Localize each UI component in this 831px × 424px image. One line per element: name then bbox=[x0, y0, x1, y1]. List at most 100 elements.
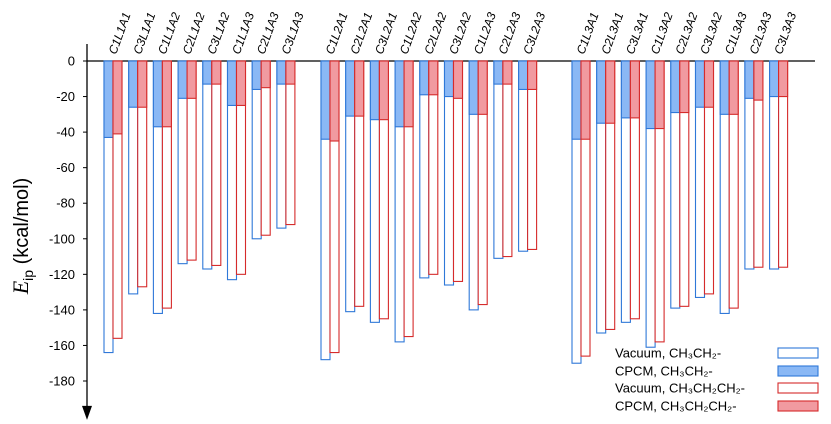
bar-cpcm-propyl bbox=[502, 60, 513, 85]
category-label: C3L3A2 bbox=[697, 10, 725, 56]
bar-vacuum-ethyl bbox=[202, 60, 213, 270]
bar-cpcm-propyl bbox=[112, 60, 123, 135]
legend-swatch-vacuum-propyl bbox=[777, 382, 819, 394]
bar-cpcm-ethyl bbox=[468, 60, 479, 115]
bar-vacuum-propyl bbox=[211, 60, 222, 266]
bar-cpcm-propyl bbox=[728, 60, 739, 115]
bar-cpcm-propyl bbox=[452, 60, 464, 99]
category-label: C2L1A2 bbox=[180, 10, 208, 56]
y-tick-label: -180 bbox=[49, 374, 75, 389]
bar-cpcm-ethyl bbox=[443, 60, 455, 98]
category-label: C3L1A3 bbox=[279, 10, 307, 56]
bar-cpcm-ethyl bbox=[128, 60, 139, 108]
bar-cpcm-ethyl bbox=[103, 60, 114, 138]
y-tick-label: -140 bbox=[49, 302, 75, 317]
bar-cpcm-ethyl bbox=[571, 60, 582, 140]
bar-cpcm-propyl bbox=[235, 60, 247, 106]
category-label: C1L1A1 bbox=[106, 10, 134, 56]
category-label: C3L3A1 bbox=[623, 10, 651, 56]
y-tick-label: 0 bbox=[68, 54, 75, 69]
category-label: C1L1A3 bbox=[229, 10, 257, 56]
bar-cpcm-propyl bbox=[137, 60, 148, 108]
y-tick-label: -60 bbox=[56, 160, 75, 175]
bar-cpcm-ethyl bbox=[419, 60, 430, 96]
bar-cpcm-ethyl bbox=[394, 60, 405, 128]
y-axis-label: Eip (kcal/mol) bbox=[8, 178, 36, 296]
category-label: C2L3A2 bbox=[672, 10, 700, 56]
y-label-subscript: ip bbox=[20, 270, 36, 281]
bar-cpcm-ethyl bbox=[152, 60, 163, 128]
legend-label-cpcm-propyl: CPCM, CH₃CH₂CH₂- bbox=[615, 399, 737, 414]
bar-cpcm-propyl bbox=[605, 60, 616, 124]
bar-cpcm-ethyl bbox=[226, 60, 238, 106]
bar-cpcm-ethyl bbox=[518, 60, 529, 90]
bar-cpcm-ethyl bbox=[620, 60, 631, 119]
bar-cpcm-ethyl bbox=[744, 60, 755, 99]
bar-cpcm-propyl bbox=[285, 60, 296, 85]
bar-cpcm-propyl bbox=[329, 60, 340, 142]
bar-cpcm-ethyl bbox=[251, 60, 262, 90]
bar-cpcm-propyl bbox=[654, 60, 665, 130]
bar-cpcm-ethyl bbox=[670, 60, 681, 114]
legend-swatch-vacuum-ethyl bbox=[777, 347, 819, 359]
legend-label-cpcm-ethyl: CPCM, CH₃CH₂- bbox=[615, 364, 713, 379]
category-label: C3L2A3 bbox=[520, 10, 548, 56]
y-tick-label: -100 bbox=[49, 231, 75, 246]
bar-cpcm-propyl bbox=[679, 60, 690, 114]
bar-cpcm-propyl bbox=[378, 60, 389, 121]
bar-vacuum-ethyl bbox=[276, 60, 287, 229]
bar-cpcm-ethyl bbox=[202, 60, 213, 85]
bar-cpcm-propyl bbox=[629, 60, 640, 119]
y-tick-label: -40 bbox=[56, 125, 75, 140]
category-label: C1L2A3 bbox=[471, 10, 499, 56]
bar-cpcm-ethyl bbox=[645, 60, 656, 130]
bar-cpcm-propyl bbox=[354, 60, 365, 117]
y-tick-label: -160 bbox=[49, 338, 75, 353]
category-labels: C1L1A1C3L1A1C1L1A2C2L1A2C3L1A2C1L1A3C2L1… bbox=[106, 10, 800, 56]
y-label-symbol: E bbox=[8, 280, 33, 295]
legend: Vacuum, CH₃CH₂- CPCM, CH₃CH₂- Vacuum, CH₃C… bbox=[615, 346, 819, 414]
bar-cpcm-propyl bbox=[161, 60, 172, 128]
bar-cpcm-ethyl bbox=[596, 60, 607, 124]
bar-cpcm-ethyl bbox=[694, 60, 706, 108]
bar-cpcm-ethyl bbox=[493, 60, 504, 85]
category-label: C3L1A1 bbox=[130, 10, 158, 56]
category-label: C3L2A1 bbox=[372, 10, 400, 56]
category-label: C2L2A2 bbox=[421, 10, 449, 56]
bar-cpcm-propyl bbox=[260, 60, 271, 89]
y-tick-label: -120 bbox=[49, 267, 75, 282]
bar-cpcm-propyl bbox=[753, 60, 764, 101]
legend-label-vacuum-propyl: Vacuum, CH₃CH₂CH₂- bbox=[615, 381, 745, 396]
bar-cpcm-ethyl bbox=[345, 60, 356, 117]
bar-cpcm-propyl bbox=[527, 60, 538, 90]
bar-cpcm-propyl bbox=[580, 60, 591, 140]
bar-cpcm-propyl bbox=[211, 60, 222, 85]
bar-cpcm-propyl bbox=[403, 60, 414, 128]
bar-cpcm-ethyl bbox=[719, 60, 730, 115]
category-label: C2L3A3 bbox=[747, 10, 775, 56]
bar-cpcm-propyl bbox=[778, 60, 789, 98]
legend-swatch-cpcm-propyl bbox=[777, 400, 819, 412]
bar-cpcm-propyl bbox=[428, 60, 439, 96]
bar-cpcm-ethyl bbox=[320, 60, 331, 140]
category-label: C3L3A3 bbox=[771, 10, 799, 56]
bar-vacuum-propyl bbox=[285, 60, 296, 226]
category-label: C1L2A1 bbox=[323, 10, 351, 56]
category-label: C1L3A1 bbox=[574, 10, 602, 56]
legend-swatch-cpcm-ethyl bbox=[777, 365, 819, 377]
bar-cpcm-ethyl bbox=[177, 60, 188, 99]
bar-cpcm-propyl bbox=[186, 60, 197, 99]
category-label: C1L1A2 bbox=[155, 10, 183, 56]
category-label: C1L3A3 bbox=[722, 10, 750, 56]
y-tick-label: -20 bbox=[56, 89, 75, 104]
legend-label-vacuum-ethyl: Vacuum, CH₃CH₂- bbox=[615, 346, 721, 361]
category-label: C2L2A1 bbox=[347, 10, 375, 56]
bar-cpcm-ethyl bbox=[769, 60, 780, 98]
category-label: C3L2A2 bbox=[446, 10, 474, 56]
y-axis-arrow-icon bbox=[82, 405, 92, 420]
category-label: C3L1A2 bbox=[204, 10, 232, 56]
bar-cpcm-propyl bbox=[477, 60, 488, 115]
category-label: C1L3A2 bbox=[648, 10, 676, 56]
bar-vacuum-ethyl bbox=[493, 60, 504, 259]
